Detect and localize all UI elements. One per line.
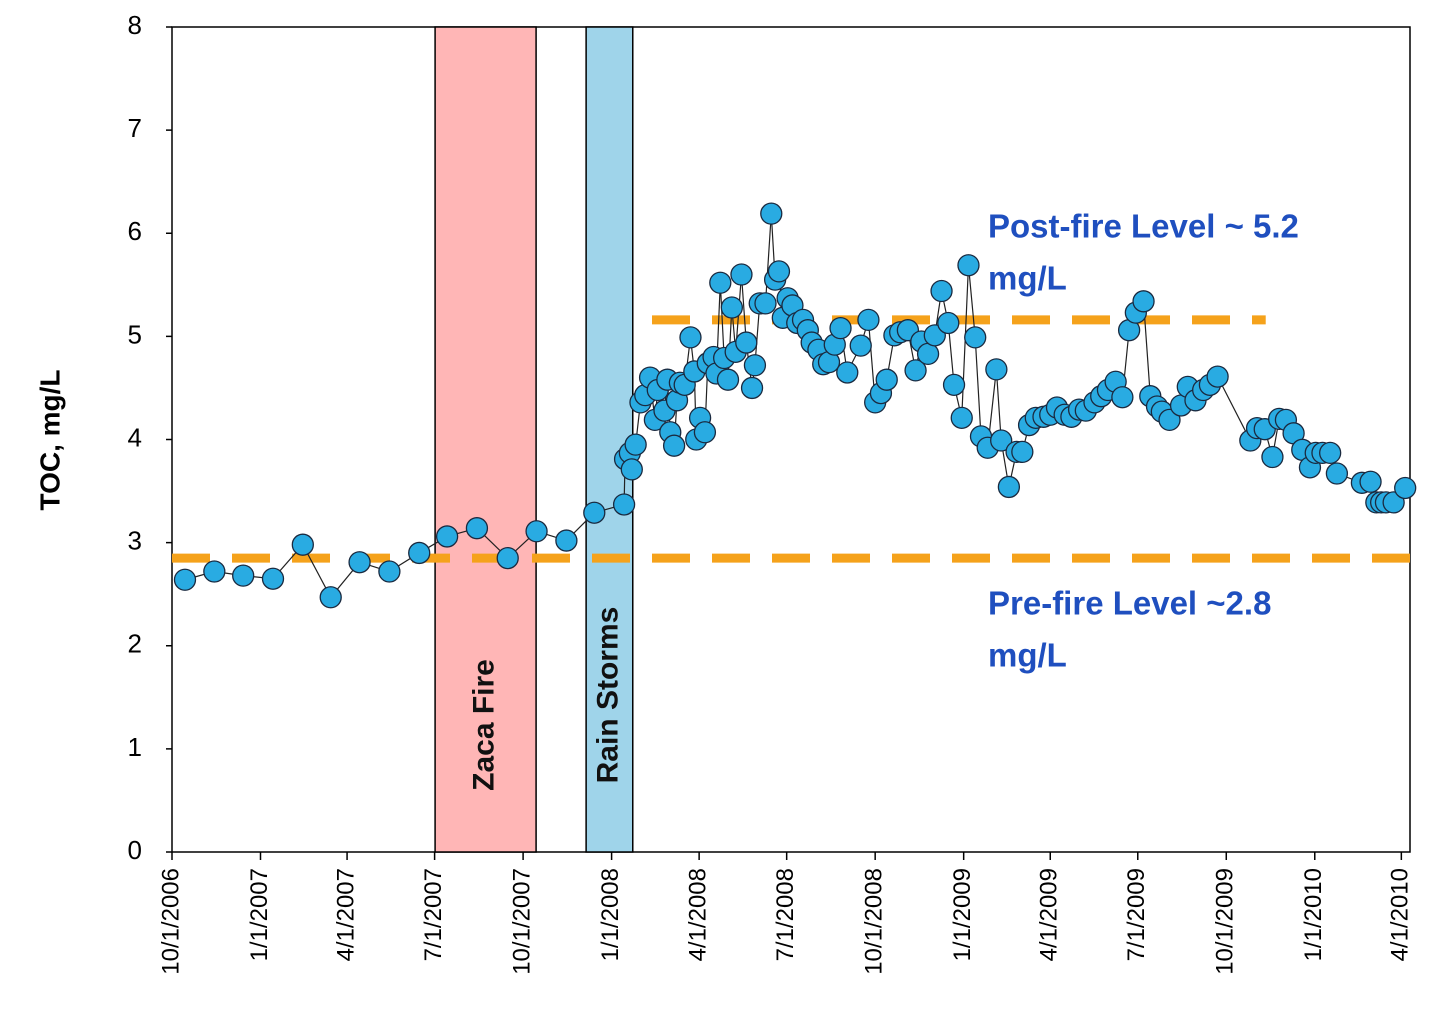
x-tick-label: 10/1/2007: [508, 868, 535, 975]
data-point: [730, 263, 753, 286]
data-point: [740, 376, 764, 400]
x-tick-label: 1/1/2008: [597, 868, 624, 961]
y-tick-label: 6: [128, 216, 142, 246]
data-point: [875, 368, 898, 391]
data-point: [693, 421, 717, 444]
data-point: [716, 368, 740, 391]
data-point: [348, 551, 371, 574]
data-point: [964, 326, 987, 349]
data-point: [232, 564, 255, 587]
x-tick-label: 10/1/2006: [157, 868, 184, 975]
x-tick-label: 1/1/2007: [246, 868, 273, 961]
data-point: [291, 533, 314, 556]
data-point: [836, 361, 859, 384]
data-point: [735, 331, 758, 354]
data-point: [435, 525, 459, 548]
reference-label: mg/L: [988, 637, 1067, 674]
data-point: [408, 541, 431, 565]
x-tick-label: 4/1/2010: [1387, 868, 1414, 961]
data-point: [173, 568, 197, 591]
x-tick-label: 7/1/2008: [772, 868, 799, 961]
band: [585, 26, 634, 853]
data-point: [849, 334, 872, 357]
data-point: [555, 529, 578, 552]
data-point: [679, 326, 702, 349]
data-point: [1206, 365, 1229, 388]
data-point: [754, 292, 777, 315]
data-point: [930, 279, 953, 303]
x-tick-label: 7/1/2009: [1123, 868, 1150, 961]
y-tick-label: 7: [128, 113, 142, 143]
y-axis-label: TOC, mg/L: [34, 369, 65, 510]
band: [434, 26, 537, 853]
data-point: [720, 296, 743, 319]
band-label: Rain Storms: [591, 607, 624, 784]
data-point: [378, 560, 401, 583]
data-point: [950, 406, 973, 429]
x-tick-label: 4/1/2007: [332, 868, 359, 961]
y-tick-label: 1: [128, 732, 142, 762]
data-point: [662, 434, 686, 457]
x-tick-label: 4/1/2009: [1036, 868, 1063, 961]
data-point: [916, 342, 940, 366]
data-point: [767, 260, 791, 283]
y-tick-label: 0: [128, 835, 142, 865]
data-point: [583, 501, 606, 524]
data-point: [985, 358, 1008, 381]
y-tick-label: 8: [128, 10, 142, 40]
y-tick-label: 4: [128, 422, 142, 452]
x-tick-label: 1/1/2010: [1300, 868, 1327, 961]
data-point: [496, 546, 519, 570]
x-tick-label: 7/1/2007: [420, 868, 447, 961]
data-point: [624, 433, 647, 456]
data-point: [937, 311, 960, 335]
y-tick-label: 3: [128, 526, 142, 556]
reference-label: mg/L: [988, 260, 1067, 297]
data-point: [957, 254, 980, 277]
x-tick-label: 10/1/2009: [1212, 868, 1239, 975]
data-point: [203, 560, 226, 583]
data-point: [990, 429, 1013, 452]
data-point: [1394, 476, 1417, 500]
data-point: [620, 458, 643, 481]
reference-label: Pre-fire Level ~2.8: [988, 585, 1271, 622]
data-point: [1011, 440, 1034, 464]
y-tick-label: 5: [128, 319, 142, 349]
data-point: [1319, 441, 1342, 465]
y-tick-label: 2: [128, 629, 142, 659]
data-point: [1132, 290, 1155, 313]
data-point: [1261, 445, 1284, 469]
data-point: [1359, 470, 1382, 493]
data-point: [904, 359, 927, 382]
data-point: [743, 354, 767, 377]
reference-label: Post-fire Level ~ 5.2: [988, 208, 1299, 245]
data-point: [261, 567, 285, 590]
x-tick-label: 1/1/2009: [949, 868, 976, 961]
data-point: [1111, 386, 1134, 409]
data-point: [319, 586, 342, 609]
data-point: [525, 520, 548, 543]
band-label: Zaca Fire: [468, 659, 501, 791]
plot-area: [171, 26, 1411, 853]
data-point: [997, 475, 1021, 499]
data-point: [612, 493, 636, 516]
data-point: [760, 202, 783, 225]
data-point: [709, 271, 732, 294]
data-point: [829, 316, 852, 340]
data-point: [465, 517, 489, 540]
x-tick-label: 10/1/2008: [861, 868, 888, 975]
data-point: [942, 373, 966, 396]
data-point: [857, 308, 880, 332]
x-tick-label: 4/1/2008: [684, 868, 711, 961]
data-point: [1325, 462, 1349, 485]
